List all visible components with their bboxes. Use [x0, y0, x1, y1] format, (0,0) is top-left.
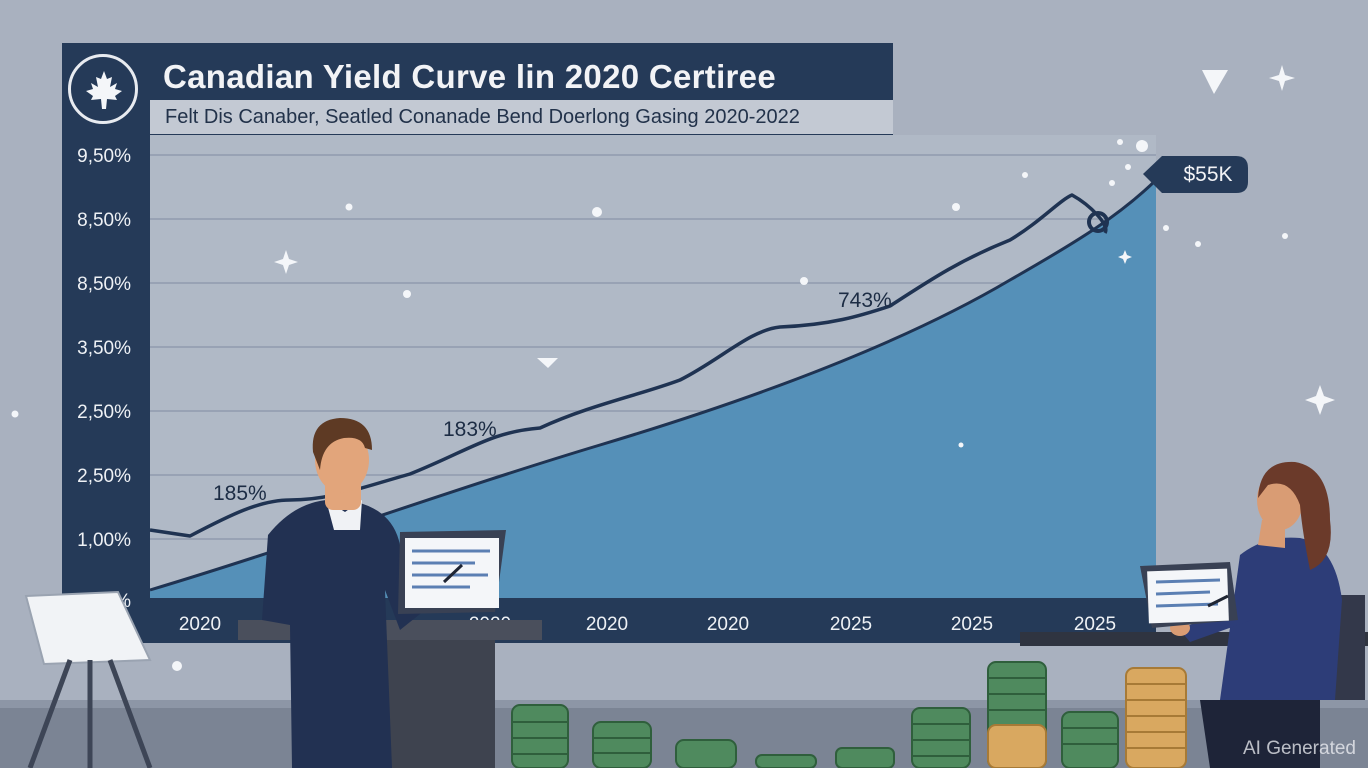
callout-label: $55K	[1183, 163, 1232, 186]
x-tick-label: 2020	[707, 614, 749, 635]
sparkle-icons	[11, 65, 1335, 671]
woman-illustration	[1170, 461, 1365, 768]
y-tick-label: 3,50%	[77, 338, 131, 359]
tablet-illustration	[1140, 562, 1238, 628]
line-end-marker	[1087, 211, 1109, 233]
data-label: 743%	[838, 289, 892, 312]
data-label: 183%	[443, 418, 497, 441]
floor-edge	[0, 700, 1368, 708]
watermark: AI Generated	[1242, 738, 1356, 759]
x-tick-label: 2025	[830, 614, 872, 635]
data-label: 185%	[213, 482, 267, 505]
x-tick-label: 2020	[179, 614, 221, 635]
logo-badge	[68, 54, 138, 124]
y-axis-panel	[62, 43, 150, 643]
x-tick-label: 2025	[1074, 614, 1116, 635]
x-tick-label: 2020	[586, 614, 628, 635]
laptop-illustration	[398, 530, 506, 614]
man-illustration	[262, 418, 458, 768]
y-tick-label: 1,00%	[77, 530, 131, 551]
y-tick-label: 8,50%	[77, 274, 131, 295]
page-subtitle: Felt Dis Canaber, Seatled Conanade Bend …	[150, 100, 893, 134]
value-callout: $55K	[1143, 156, 1248, 193]
y-tick-label: 2,50%	[77, 402, 131, 423]
maple-leaf-icon	[86, 71, 122, 109]
coin-stacks	[511, 661, 1187, 768]
y-tick-label: 9,50%	[77, 146, 131, 167]
x-tick-label: 2025	[951, 614, 993, 635]
easel-illustration	[24, 590, 153, 768]
area-series	[150, 180, 1156, 598]
page-title: Canadian Yield Curve lin 2020 Certiree	[163, 58, 776, 95]
y-tick-label: 2,50%	[77, 466, 131, 487]
y-tick-label: 8,50%	[77, 210, 131, 231]
